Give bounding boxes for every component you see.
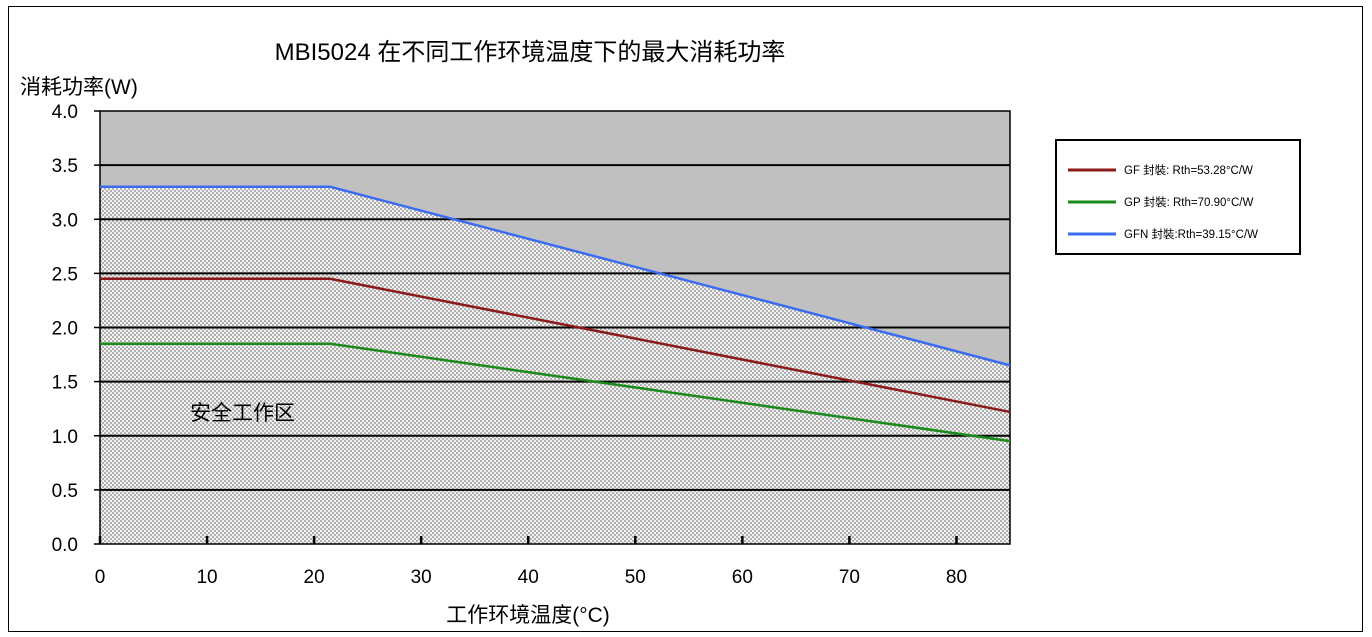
chart-title: MBI5024 在不同工作环境温度下的最大消耗功率 bbox=[275, 39, 786, 66]
chart-frame bbox=[8, 6, 1363, 632]
y-tick-label: 1.0 bbox=[52, 427, 78, 448]
series-line bbox=[100, 342, 1011, 443]
y-tick-label: 3.0 bbox=[52, 210, 78, 231]
x-tick-label: 40 bbox=[518, 567, 539, 588]
legend: GF 封裝: Rth=53.28°C/W GP 封裝: Rth=70.90°C/W… bbox=[1055, 139, 1301, 255]
x-tick-label: 80 bbox=[946, 567, 967, 588]
y-tick-label: 2.5 bbox=[52, 264, 78, 285]
series-line bbox=[100, 277, 1011, 414]
legend-label: GFN 封裝:Rth=39.15°C/W bbox=[1124, 227, 1258, 241]
series-lines bbox=[100, 185, 1011, 443]
x-axis-label: 工作环境温度(°C) bbox=[446, 604, 610, 627]
x-tick-label: 20 bbox=[304, 567, 325, 588]
x-tick-label: 50 bbox=[625, 567, 646, 588]
safe-area-label: 安全工作区 bbox=[190, 402, 295, 425]
y-tick-label: 4.0 bbox=[52, 102, 78, 123]
x-tick-label: 10 bbox=[196, 567, 217, 588]
y-tick-label: 0.5 bbox=[52, 481, 78, 502]
x-tick-label: 60 bbox=[732, 567, 753, 588]
legend-label: GP 封裝: Rth=70.90°C/W bbox=[1124, 195, 1253, 209]
y-tick-label: 2.0 bbox=[52, 319, 78, 340]
safe-operating-area bbox=[100, 186, 1010, 544]
series-line bbox=[100, 185, 1011, 367]
y-tick-label: 3.5 bbox=[52, 156, 78, 177]
x-tick-label: 30 bbox=[411, 567, 432, 588]
x-tick-label: 0 bbox=[95, 567, 106, 588]
y-tick-label: 0.0 bbox=[52, 535, 78, 556]
y-tick-label: 1.5 bbox=[52, 373, 78, 394]
x-tick-label: 70 bbox=[839, 567, 860, 588]
legend-label: GF 封裝: Rth=53.28°C/W bbox=[1124, 163, 1253, 177]
axis-ticks: 0.0 0.5 1.0 1.5 2.0 2.5 3.0 3.5 4.0 0 10 20 30 40 50 60… bbox=[52, 102, 967, 588]
y-axis-label: 消耗功率(W) bbox=[20, 76, 138, 99]
